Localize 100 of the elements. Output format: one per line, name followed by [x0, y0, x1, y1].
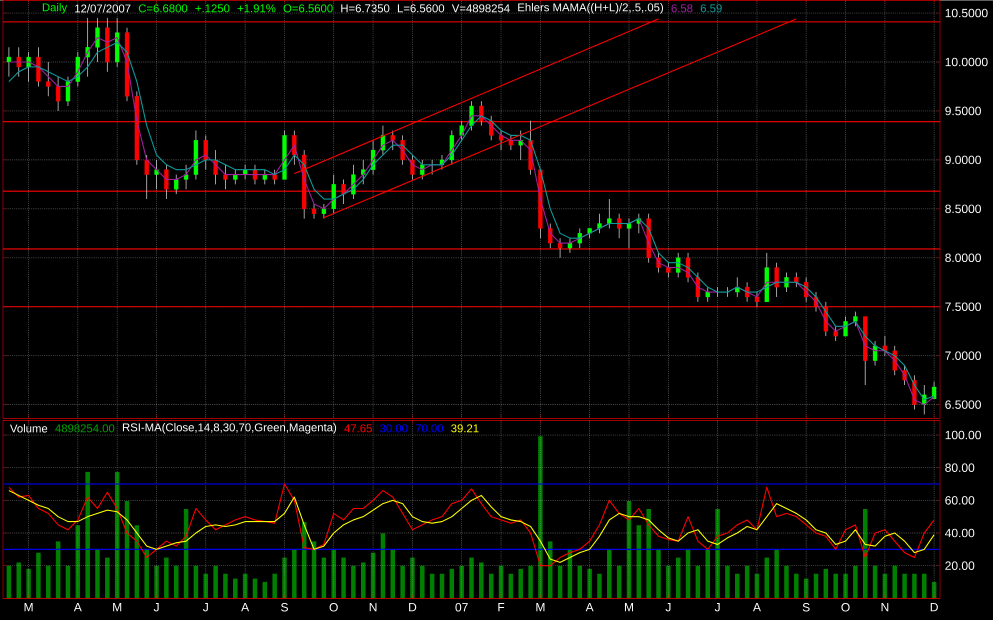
candlestick	[46, 61, 50, 96]
x-tick-label: N	[370, 602, 376, 612]
bar	[312, 541, 316, 598]
bar	[154, 566, 159, 598]
x-tick-label: M	[624, 602, 634, 612]
x-tick-label: J	[666, 602, 670, 612]
bar	[469, 557, 474, 598]
annotation: 6.59	[700, 4, 722, 12]
candlestick	[154, 159, 159, 190]
annotation: L=6.5600	[398, 4, 444, 12]
candlestick	[16, 46, 21, 77]
candlestick	[410, 154, 415, 180]
y-tick-label: 10.5000	[946, 8, 988, 18]
bar	[636, 525, 642, 598]
bar	[322, 557, 326, 598]
bar	[744, 566, 750, 598]
candlestick	[666, 262, 671, 278]
x-tick-label: O	[841, 602, 850, 612]
bar	[479, 562, 484, 598]
bar	[528, 566, 533, 598]
annotation: +1.91%	[238, 4, 276, 12]
annotation: 30.00	[380, 424, 408, 432]
bar	[902, 574, 907, 598]
bar	[400, 566, 405, 598]
x-tick-label: M	[536, 602, 544, 612]
bar	[66, 566, 70, 598]
bar	[124, 500, 130, 598]
bar	[853, 566, 858, 598]
bar	[331, 549, 336, 598]
bar	[174, 566, 178, 598]
annotation: 6.58	[672, 4, 692, 12]
bar	[282, 557, 287, 598]
candlestick	[626, 218, 632, 248]
bar	[46, 566, 51, 598]
candlestick	[774, 262, 779, 298]
bar	[872, 566, 878, 598]
bar	[361, 562, 366, 598]
bar	[922, 574, 927, 598]
bar	[26, 568, 31, 598]
bar	[370, 552, 376, 598]
bar	[932, 582, 936, 598]
bar	[774, 549, 779, 598]
bar	[204, 574, 208, 598]
candlestick	[95, 17, 100, 62]
bar	[16, 562, 21, 598]
y-tick-label: 40.00	[945, 528, 974, 538]
bar	[459, 566, 464, 598]
candlestick	[204, 134, 208, 170]
chart-title: RSI-MA(Close,14,8,30,70,Green,Magenta)	[122, 422, 336, 434]
x-tick-label: A	[241, 602, 250, 612]
candlestick	[6, 46, 12, 77]
candlestick	[272, 169, 277, 185]
bar	[410, 557, 415, 598]
bar	[686, 549, 690, 598]
bar	[804, 578, 808, 598]
candlestick	[312, 203, 316, 219]
bar	[676, 557, 680, 598]
bar	[420, 566, 425, 598]
candlestick	[932, 381, 936, 399]
bar	[56, 541, 60, 598]
bar	[134, 525, 140, 598]
candlestick	[843, 316, 848, 336]
chart-title: Volume	[10, 424, 48, 432]
bar	[76, 525, 80, 598]
x-tick-label: M	[113, 602, 122, 612]
bar	[814, 574, 818, 598]
y-tick-label: 100.00	[946, 430, 981, 440]
candlestick	[597, 213, 602, 234]
x-tick-label: N	[882, 602, 888, 612]
y-tick-label: 8.5000	[945, 204, 981, 213]
x-tick-label: D	[930, 602, 938, 612]
bar	[341, 557, 346, 598]
y-tick-label: 80.00	[945, 463, 974, 472]
candlestick	[587, 228, 592, 238]
bar	[292, 549, 297, 598]
candlestick	[184, 164, 188, 190]
bar	[450, 568, 454, 598]
bar	[794, 574, 799, 598]
bar	[430, 574, 434, 598]
candlestick	[508, 134, 514, 150]
bar	[696, 566, 700, 598]
bar	[587, 568, 592, 598]
x-tick-label: A	[752, 602, 761, 612]
bar	[164, 557, 169, 598]
annotation: C=6.6800	[138, 4, 188, 12]
bar	[705, 549, 710, 598]
bar	[754, 574, 760, 598]
candlestick	[794, 272, 798, 288]
bar	[184, 508, 188, 598]
bar	[656, 549, 661, 598]
bar	[6, 566, 12, 598]
candlestick	[56, 76, 60, 112]
annotation: V=4898254	[452, 4, 510, 12]
bar	[242, 574, 248, 598]
bar	[538, 436, 543, 598]
bar	[568, 549, 572, 598]
bar	[892, 566, 897, 598]
y-tick-label: 6.5000	[945, 400, 981, 409]
bar	[518, 568, 523, 598]
bar	[272, 574, 277, 598]
